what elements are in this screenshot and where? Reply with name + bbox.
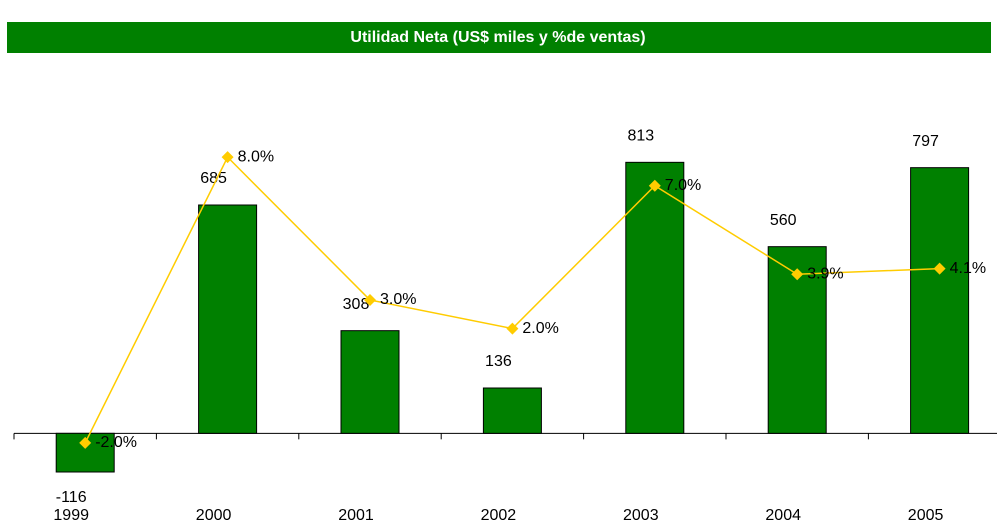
line-value-label: 8.0%: [238, 148, 274, 165]
line-value-label: 2.0%: [522, 320, 558, 337]
line-marker: [79, 436, 92, 449]
chart-title: Utilidad Neta (US$ miles y %de ventas): [350, 29, 645, 46]
line-marker: [933, 262, 946, 275]
line-marker: [364, 294, 376, 306]
line-marker: [221, 151, 234, 164]
line-value-label: 7.0%: [665, 177, 701, 194]
x-tick-label: 2004: [765, 507, 801, 524]
bar: [340, 330, 400, 434]
bar-value-label: -116: [56, 489, 87, 506]
x-tick-label: 2001: [338, 507, 374, 524]
bar-value-label: 685: [200, 170, 227, 187]
line-value-label: 3.9%: [807, 266, 843, 283]
x-tick-label: 2003: [623, 507, 659, 524]
line-marker: [506, 322, 519, 335]
line-marker: [791, 268, 804, 281]
x-tick-label: 2000: [196, 507, 232, 524]
bar-value-label: 136: [485, 353, 512, 370]
x-tick-label: 2005: [908, 507, 944, 524]
x-tick-label: 2002: [481, 507, 517, 524]
bar-value-label: 560: [770, 212, 797, 229]
bar-value-label: 813: [627, 128, 654, 145]
bar: [910, 167, 970, 434]
x-tick-label: 1999: [53, 507, 89, 524]
line-value-label: 4.1%: [950, 260, 986, 277]
bar: [482, 387, 542, 434]
bar-value-label: 797: [912, 133, 939, 150]
line-value-label: 3.0%: [380, 291, 416, 308]
bar-value-label: 308: [343, 296, 370, 313]
title-bar: [7, 22, 991, 53]
bar: [625, 161, 685, 434]
line-marker: [648, 179, 661, 192]
line-value-label: -2.0%: [95, 434, 137, 451]
bar: [198, 204, 258, 434]
